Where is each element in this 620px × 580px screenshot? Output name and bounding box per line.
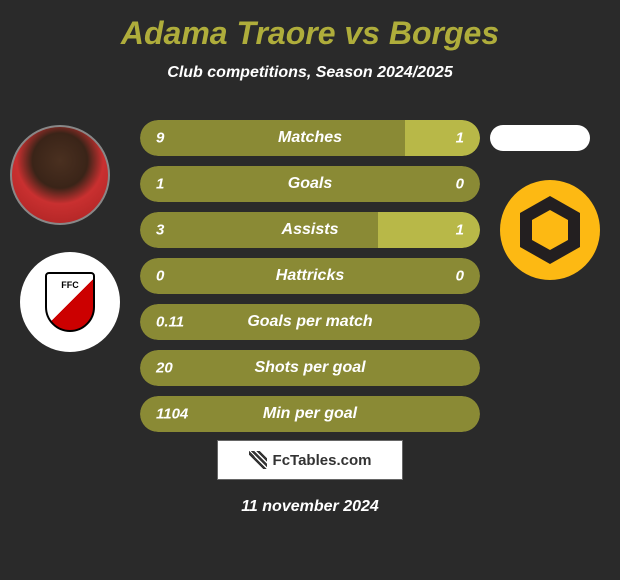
footer-brand-badge[interactable]: FcTables.com: [217, 440, 403, 480]
stat-row-goals-per-match: 0.11 Goals per match: [140, 304, 480, 340]
stat-label: Assists: [282, 221, 339, 239]
stat-row-goals: 1 Goals 0: [140, 166, 480, 202]
player-right-avatar: [490, 125, 590, 151]
stat-value-left: 9: [156, 130, 164, 147]
stat-row-hattricks: 0 Hattricks 0: [140, 258, 480, 294]
stat-bar-right: [405, 120, 480, 156]
stat-row-shots-per-goal: 20 Shots per goal: [140, 350, 480, 386]
stat-value-left: 3: [156, 222, 164, 239]
stat-row-assists: 3 Assists 1: [140, 212, 480, 248]
comparison-title: Adama Traore vs Borges: [0, 0, 620, 52]
fulham-shield-icon: FFC: [45, 272, 95, 332]
stat-label: Min per goal: [263, 405, 357, 423]
stat-value-left: 0.11: [156, 314, 184, 331]
player-right-club-badge: [500, 180, 600, 280]
stat-value-left: 0: [156, 268, 164, 285]
stats-container: 9 Matches 1 1 Goals 0 3 Assists 1 0 Hatt…: [140, 120, 480, 442]
wolves-badge-icon: [520, 196, 580, 264]
chart-icon: [249, 451, 267, 469]
stat-value-right: 0: [456, 268, 464, 285]
comparison-subtitle: Club competitions, Season 2024/2025: [0, 64, 620, 82]
stat-label: Goals: [288, 175, 332, 193]
player-left-avatar: [10, 125, 110, 225]
stat-label: Goals per match: [247, 313, 372, 331]
stat-bar-right: [378, 212, 480, 248]
footer-date: 11 november 2024: [241, 498, 379, 516]
stat-value-right: 1: [456, 222, 464, 239]
footer-brand-text: FcTables.com: [273, 452, 372, 469]
stat-value-left: 20: [156, 360, 173, 377]
stat-label: Hattricks: [276, 267, 344, 285]
stat-value-right: 0: [456, 176, 464, 193]
stat-label: Shots per goal: [254, 359, 365, 377]
stat-value-right: 1: [456, 130, 464, 147]
stat-row-min-per-goal: 1104 Min per goal: [140, 396, 480, 432]
player-left-club-badge: FFC: [20, 252, 120, 352]
fulham-text: FFC: [61, 280, 79, 290]
stat-value-left: 1104: [156, 406, 188, 423]
stat-row-matches: 9 Matches 1: [140, 120, 480, 156]
stat-value-left: 1: [156, 176, 164, 193]
stat-label: Matches: [278, 129, 342, 147]
